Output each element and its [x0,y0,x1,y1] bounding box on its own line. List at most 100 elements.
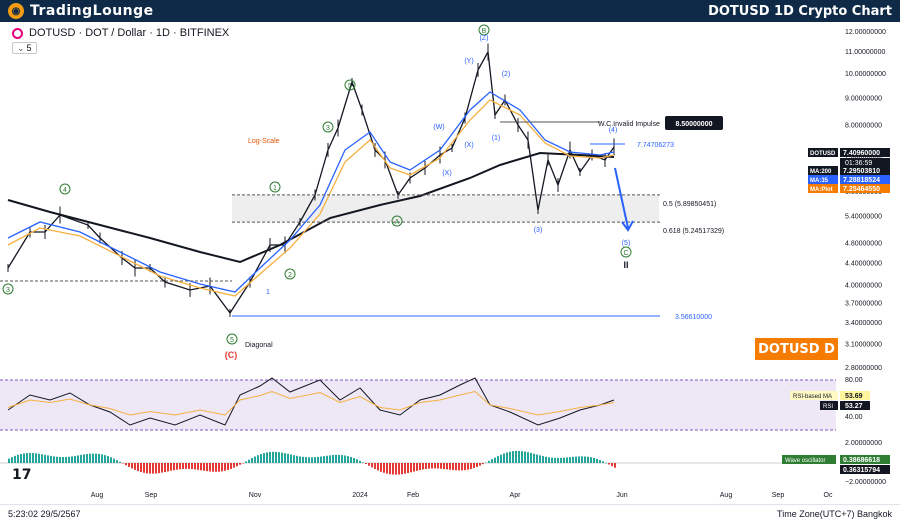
osc-bar [593,457,595,463]
projection-arrow-head-icon [621,220,634,232]
legend-ma35-label: MA:35 [810,178,829,184]
osc-bar [533,453,535,463]
osc-bar [77,455,79,463]
osc-bar [320,456,322,463]
price-tick-label: 2.80000000 [845,365,882,372]
price-tick-label: 3.40000000 [845,320,882,327]
osc-bar [557,457,559,463]
osc-bar [182,463,184,470]
footer-timezone[interactable]: Time Zone(UTC+7) Bangkok [777,508,892,519]
brand-logo: ◉ TradingLounge [8,3,154,19]
wave-five-top-circle [226,333,238,345]
osc-bar [356,459,358,463]
wave-w: (W) [433,124,444,131]
osc-bar [422,463,424,470]
wave-1: 1 [273,185,277,192]
osc-bar [575,456,577,463]
osc-bar [308,457,310,463]
osc-bar [53,456,55,463]
osc-bar [563,457,565,463]
osc-bar [74,455,76,463]
wave-a-circle [391,215,403,227]
rsi-tick-40: 40.00 [845,414,863,421]
symbol-info[interactable]: DOTUSD · DOT / Dollar · 1D · BITFINEX [12,27,229,39]
osc-bar [107,456,109,463]
fib-zone [232,194,659,223]
fib-05-label: 0.5 (5.89850451) [663,201,716,208]
osc-bar [164,463,166,473]
osc-bar [425,463,427,469]
osc-bar [317,456,319,463]
osc-bar [359,460,361,463]
osc-bar [140,463,142,473]
wave-1-circle [269,181,281,193]
osc-bar [494,457,496,463]
osc-bar [446,463,448,470]
osc-bar [101,454,103,463]
legend-price-label: DOTUSD [810,151,836,157]
wave-a: A [395,219,400,226]
osc-bar [236,463,238,467]
osc-bar [218,463,220,472]
osc-bar [569,457,571,463]
osc-bar [587,456,589,463]
chevron-down-icon: ⌄ [17,43,25,53]
osc-bar [542,456,544,463]
osc-bar [194,463,196,470]
osc-bar [155,463,157,474]
invalid-value-box [665,116,723,130]
price-tick-label: 3.70000000 [845,301,882,308]
osc-bar [173,463,175,471]
footer-datetime: 5:23:02 29/5/2567 [8,508,81,519]
osc-bar [50,455,52,463]
osc-bar [524,451,526,463]
legend-ma200-label-bg [808,166,838,175]
wave-3-paren: (3) [534,227,543,234]
wave-b: B [482,28,487,35]
osc-bar [290,454,292,463]
osc-bar [119,461,121,463]
osc-bar [407,463,409,474]
osc-bar [239,463,241,465]
osc-bar [98,453,100,463]
osc-bar [44,454,46,463]
osc-bar [311,457,313,463]
osc-bar [383,463,385,473]
wave-5: 5 [348,83,352,90]
log-scale-label: Log-Scale [248,138,280,145]
legend-price-value: 7.40960000 [843,150,880,157]
osc-bar [428,463,430,469]
indicator-toggle[interactable]: ⌄ 5 [12,42,37,54]
osc-bar [512,451,514,463]
legend-ma200-value-bg [840,166,890,175]
osc-bar [488,460,490,463]
legend-maplot-value: 7.25464550 [843,186,880,193]
osc-bar [539,455,541,463]
symbol-name: DOTUSD · DOT / Dollar · 1D · BITFINEX [29,27,230,39]
osc-bar [257,455,259,463]
osc-bar [293,455,295,463]
wave-x-low: (X) [464,142,473,149]
osc-bar [35,453,37,463]
osc-bar [254,456,256,463]
osc-bar [596,458,598,463]
osc-bar [362,462,364,463]
osc-bar [71,456,73,463]
osc-bar [86,453,88,463]
osc-bar [26,453,28,463]
osc-bar [509,451,511,463]
osc-bar [131,463,133,469]
time-tick-label: Jun [616,492,627,499]
osc-bar [275,451,277,463]
osc-bar [167,463,169,472]
wave-3: 3 [326,125,330,132]
osc-bar [83,454,85,463]
price-chart[interactable]: Log-Scale W.C.Invalid Impulse 8.50000000 7.… [0,22,900,504]
osc-bar [392,463,394,475]
osc-bar [296,455,298,463]
osc-bar [224,463,226,471]
footer-bar: 5:23:02 29/5/2567 Time Zone(UTC+7) Bangk… [0,504,900,522]
tradingview-logo: 17 [12,467,32,483]
osc-bar [206,463,208,472]
level-356-label: 3.56610000 [675,314,712,321]
